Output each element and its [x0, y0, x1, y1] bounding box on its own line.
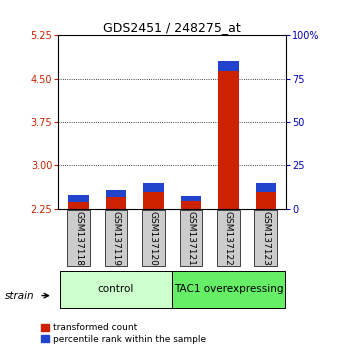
Bar	[106, 197, 126, 209]
Text: GSM137121: GSM137121	[187, 211, 195, 266]
Bar	[255, 183, 276, 192]
Text: GSM137122: GSM137122	[224, 211, 233, 266]
Bar	[106, 190, 126, 197]
Bar	[68, 195, 89, 202]
Text: GSM137119: GSM137119	[112, 211, 120, 266]
FancyBboxPatch shape	[142, 210, 165, 266]
FancyBboxPatch shape	[172, 271, 285, 308]
Title: GDS2451 / 248275_at: GDS2451 / 248275_at	[103, 21, 241, 34]
Bar	[255, 192, 276, 209]
Text: GSM137118: GSM137118	[74, 211, 83, 266]
Text: GSM137123: GSM137123	[261, 211, 270, 266]
Text: strain: strain	[5, 291, 35, 301]
Bar	[143, 192, 164, 209]
FancyBboxPatch shape	[179, 210, 202, 266]
FancyBboxPatch shape	[60, 271, 172, 308]
Text: GSM137120: GSM137120	[149, 211, 158, 266]
FancyBboxPatch shape	[67, 210, 90, 266]
Bar	[218, 71, 239, 209]
FancyBboxPatch shape	[217, 210, 240, 266]
FancyBboxPatch shape	[254, 210, 277, 266]
Bar	[143, 183, 164, 192]
Legend: transformed count, percentile rank within the sample: transformed count, percentile rank withi…	[38, 320, 210, 348]
Text: control: control	[98, 284, 134, 295]
Bar	[218, 61, 239, 71]
Bar	[181, 195, 201, 201]
FancyBboxPatch shape	[105, 210, 128, 266]
Text: TAC1 overexpressing: TAC1 overexpressing	[174, 284, 283, 295]
Bar	[181, 201, 201, 209]
Bar	[68, 202, 89, 209]
